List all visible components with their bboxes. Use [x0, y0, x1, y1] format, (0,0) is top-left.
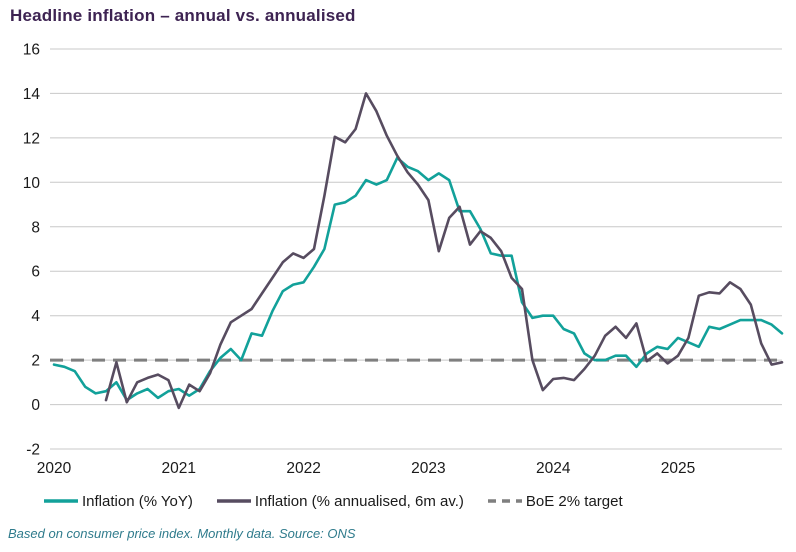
- legend: Inflation (% YoY) Inflation (% annualise…: [0, 488, 796, 514]
- y-tick-label: 6: [31, 264, 40, 281]
- x-tick-label: 2022: [286, 460, 320, 477]
- series-line-1: [104, 92, 784, 410]
- target-dashed-swatch-icon: [487, 499, 522, 503]
- legend-item-yoy: Inflation (% YoY): [44, 493, 193, 510]
- legend-label-annualised: Inflation (% annualised, 6m av.): [254, 492, 464, 510]
- y-tick-label: 14: [23, 86, 41, 103]
- x-tick-label: 2020: [37, 460, 72, 477]
- annualised-line-swatch-icon: [216, 499, 251, 503]
- x-tick-label: 2025: [661, 460, 695, 477]
- y-tick-label: 16: [23, 42, 40, 59]
- yoy-line-swatch-icon: [44, 499, 78, 503]
- y-tick-label: 10: [23, 175, 41, 192]
- source-note: Based on consumer price index. Monthly d…: [8, 526, 356, 541]
- y-tick-label: -2: [26, 442, 40, 459]
- legend-item-annualised: Inflation (% annualised, 6m av.): [216, 492, 464, 510]
- y-tick-label: 2: [31, 353, 40, 370]
- y-tick-label: 12: [23, 130, 40, 147]
- line-chart: 16 14 12 10 8 6 4 2 0 -2 2020 2021 2022 2023 2024 2025: [0, 32, 796, 484]
- legend-label-yoy: Inflation (% YoY): [82, 492, 193, 510]
- y-tick-label: 4: [31, 308, 40, 325]
- x-tick-label: 2024: [536, 460, 571, 477]
- y-tick-label: 8: [31, 219, 40, 236]
- series-line-0: [52, 156, 784, 402]
- y-tick-label: 0: [31, 397, 40, 414]
- legend-item-target: BoE 2% target: [487, 492, 623, 510]
- x-tick-label: 2023: [411, 460, 445, 477]
- x-tick-label: 2021: [162, 460, 196, 477]
- legend-label-target: BoE 2% target: [525, 492, 623, 510]
- chart-title: Headline inflation – annual vs. annualis…: [10, 6, 356, 25]
